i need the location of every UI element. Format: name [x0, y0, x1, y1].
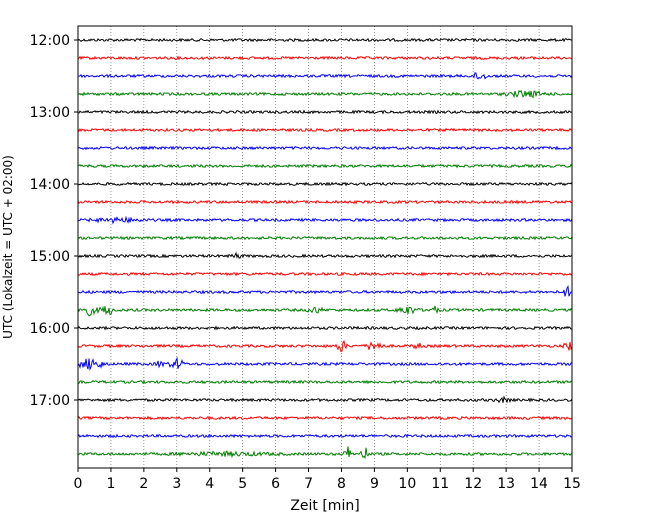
y-ticks: 12:00 13:00 14:00 15:00 16:00 17:00 — [30, 33, 78, 409]
y-tick-label: 12:00 — [30, 33, 70, 49]
x-tick-label: 15 — [563, 476, 581, 492]
trace-1345 — [77, 163, 573, 169]
trace-1300 — [77, 109, 573, 115]
x-tick-label: 13 — [497, 476, 515, 492]
trace-1215 — [77, 55, 573, 61]
trace-1600 — [77, 325, 573, 331]
plot-frame — [77, 25, 573, 469]
x-gridlines — [110, 26, 540, 468]
trace-1545 — [77, 305, 573, 317]
trace-1500 — [77, 251, 573, 259]
trace-1615 — [77, 339, 573, 353]
trace-1330 — [77, 145, 573, 151]
trace-1430 — [77, 215, 573, 225]
trace-1230 — [77, 72, 573, 80]
x-tick-label: 9 — [370, 476, 379, 492]
x-tick-label: 4 — [205, 476, 214, 492]
trace-1315 — [77, 127, 573, 133]
y-tick-label: 15:00 — [30, 249, 70, 265]
x-tick-label: 1 — [106, 476, 115, 492]
x-ticks: 0 1 2 3 4 5 6 7 8 9 10 11 12 13 14 15 — [74, 468, 581, 492]
x-tick-label: 14 — [530, 476, 548, 492]
trace-1200 — [77, 37, 573, 43]
trace-1745 — [77, 446, 573, 460]
x-tick-label: 5 — [238, 476, 247, 492]
y-tick-label: 14:00 — [30, 177, 70, 193]
trace-1700 — [77, 395, 573, 404]
seismic-traces — [77, 37, 573, 460]
trace-1715 — [77, 415, 573, 421]
x-tick-label: 8 — [337, 476, 346, 492]
trace-1245 — [77, 89, 573, 99]
y-axis-label: UTC (Lokalzeit = UTC + 02:00) — [1, 155, 15, 339]
x-tick-label: 12 — [464, 476, 482, 492]
trace-1445 — [77, 235, 573, 241]
x-tick-label: 6 — [271, 476, 280, 492]
y-tick-label: 17:00 — [30, 393, 70, 409]
trace-1730 — [77, 433, 573, 439]
x-tick-label: 7 — [304, 476, 313, 492]
x-tick-label: 11 — [431, 476, 449, 492]
y-tick-label: 16:00 — [30, 321, 70, 337]
x-tick-label: 0 — [74, 476, 83, 492]
trace-1400 — [77, 181, 573, 187]
trace-1515 — [77, 271, 573, 277]
trace-1530 — [77, 284, 573, 297]
trace-1415 — [77, 199, 573, 205]
x-axis-label: Zeit [min] — [290, 498, 359, 514]
trace-1645 — [77, 379, 573, 385]
trace-1630 — [77, 356, 573, 372]
x-tick-label: 2 — [139, 476, 148, 492]
y-tick-label: 13:00 — [30, 105, 70, 121]
x-tick-label: 3 — [172, 476, 181, 492]
x-tick-label: 10 — [398, 476, 416, 492]
